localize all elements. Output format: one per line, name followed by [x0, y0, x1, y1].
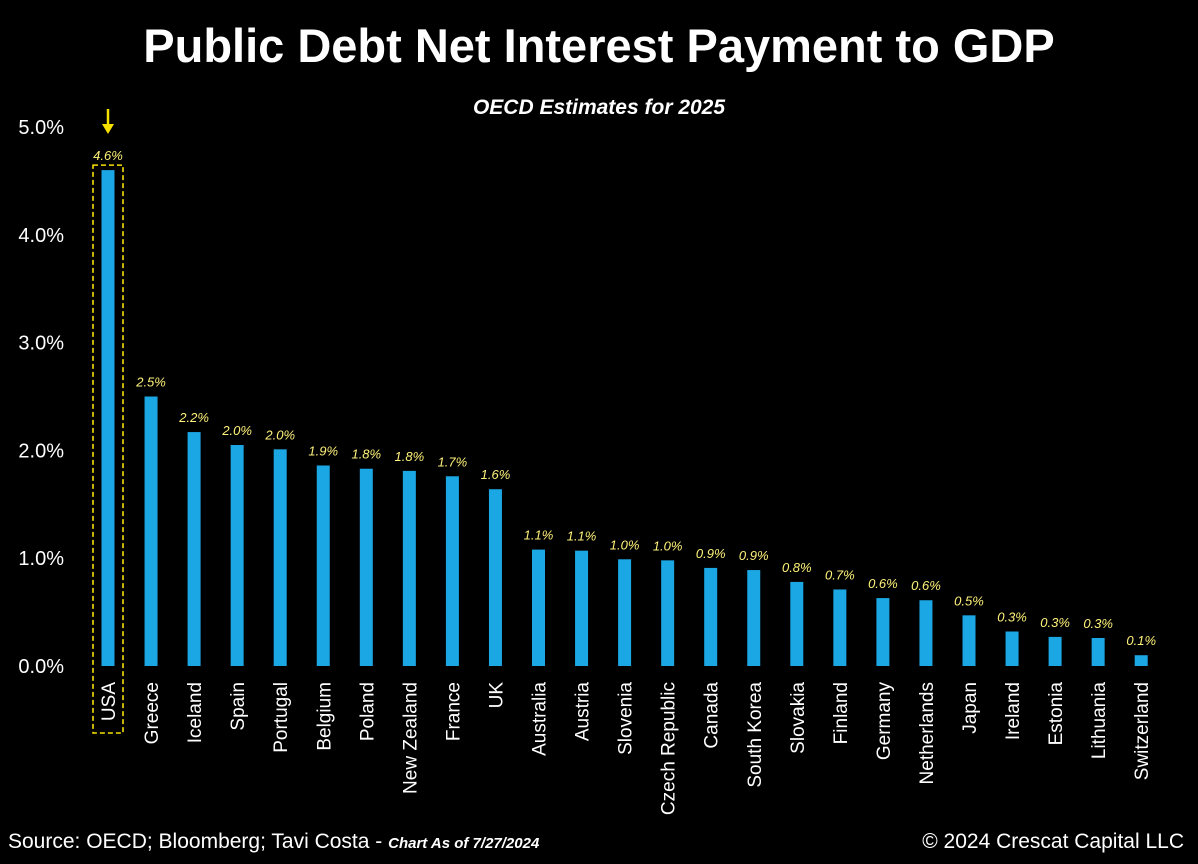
chart-subtitle: OECD Estimates for 2025 — [472, 96, 726, 119]
bar — [1005, 631, 1019, 666]
category-label: France — [443, 682, 464, 741]
as-of-date: Chart As of 7/27/2024 — [388, 835, 540, 852]
data-label: 1.7% — [438, 454, 468, 469]
bar — [618, 559, 632, 666]
category-label: Belgium — [314, 682, 335, 751]
bar — [273, 449, 287, 666]
data-label: 0.3% — [997, 610, 1027, 625]
bar — [833, 589, 847, 666]
data-label: 0.7% — [825, 567, 855, 582]
data-label: 0.8% — [782, 560, 812, 575]
data-label: 0.9% — [739, 548, 769, 563]
bar — [575, 550, 589, 666]
bar — [187, 432, 201, 666]
category-label: Portugal — [271, 682, 292, 753]
bar — [919, 600, 933, 666]
bar — [532, 549, 545, 666]
category-label: Germany — [874, 682, 895, 761]
category-label: Austria — [573, 682, 594, 742]
data-label: 1.1% — [524, 528, 554, 543]
data-label: 1.1% — [567, 529, 597, 544]
category-label: Czech Republic — [659, 682, 680, 815]
data-label: 0.3% — [1083, 616, 1113, 631]
category-label: USA — [99, 682, 120, 721]
data-label: 1.8% — [395, 449, 425, 464]
y-tick-label: 3.0% — [18, 333, 64, 355]
category-label: Finland — [831, 682, 852, 744]
bar — [1134, 655, 1148, 666]
bar — [488, 489, 502, 666]
y-tick-label: 4.0% — [18, 225, 64, 247]
bar — [101, 170, 115, 666]
y-tick-label: 1.0% — [18, 548, 64, 570]
data-label: 0.5% — [954, 593, 984, 608]
y-tick-label: 5.0% — [18, 117, 64, 139]
category-label: South Korea — [745, 682, 766, 788]
bar — [402, 470, 416, 666]
category-label: Japan — [960, 682, 981, 734]
category-label: Lithuania — [1089, 682, 1110, 760]
data-label: 4.6% — [93, 148, 123, 163]
category-label: Spain — [228, 682, 249, 731]
data-label: 1.0% — [653, 538, 683, 553]
category-label: Ireland — [1003, 682, 1024, 740]
data-label: 0.3% — [1040, 615, 1070, 630]
data-label: 2.0% — [264, 427, 295, 442]
data-label: 1.6% — [481, 467, 511, 482]
category-label: Estonia — [1046, 682, 1067, 746]
copyright-note: © 2024 Crescat Capital LLC — [922, 830, 1184, 853]
data-label: 1.9% — [308, 443, 338, 458]
highlight-box — [92, 164, 124, 734]
source-note: Source: OECD; Bloomberg; Tavi Costa - Ch… — [8, 830, 540, 853]
highlight-arrow-icon — [102, 124, 114, 134]
category-label: Slovakia — [788, 682, 809, 754]
bar — [316, 465, 330, 666]
data-label: 1.0% — [610, 537, 640, 552]
category-label: Netherlands — [917, 682, 938, 784]
category-label: Poland — [357, 682, 378, 741]
data-label: 2.2% — [178, 410, 209, 425]
data-label: 2.5% — [135, 375, 166, 390]
y-tick-label: 2.0% — [18, 440, 64, 462]
chart-title: Public Debt Net Interest Payment to GDP — [143, 19, 1055, 72]
bar — [876, 598, 890, 666]
data-label: 0.6% — [868, 576, 898, 591]
y-tick-label: 0.0% — [18, 656, 64, 678]
category-label: Greece — [142, 682, 163, 744]
bar — [704, 567, 718, 666]
source-text: Source: OECD; Bloomberg; Tavi Costa — [8, 830, 370, 853]
category-label: Switzerland — [1132, 682, 1153, 780]
category-label: Canada — [702, 682, 723, 749]
data-label: 0.6% — [911, 578, 941, 593]
bar — [359, 468, 373, 666]
category-label: Australia — [530, 682, 551, 756]
bar — [445, 476, 459, 666]
bar — [790, 581, 804, 666]
category-label: UK — [486, 682, 507, 709]
bar — [1048, 636, 1062, 666]
data-label: 0.9% — [696, 546, 726, 561]
bar — [962, 615, 976, 666]
bar — [661, 560, 675, 666]
bar — [1091, 637, 1105, 666]
bar — [144, 396, 158, 666]
data-label: 0.1% — [1126, 633, 1156, 648]
category-label: Iceland — [185, 682, 206, 743]
data-label: 2.0% — [221, 423, 252, 438]
category-label: New Zealand — [400, 682, 421, 794]
data-label: 1.8% — [351, 447, 381, 462]
bar — [230, 445, 244, 666]
bar — [747, 570, 761, 666]
category-label: Slovenia — [616, 682, 637, 755]
